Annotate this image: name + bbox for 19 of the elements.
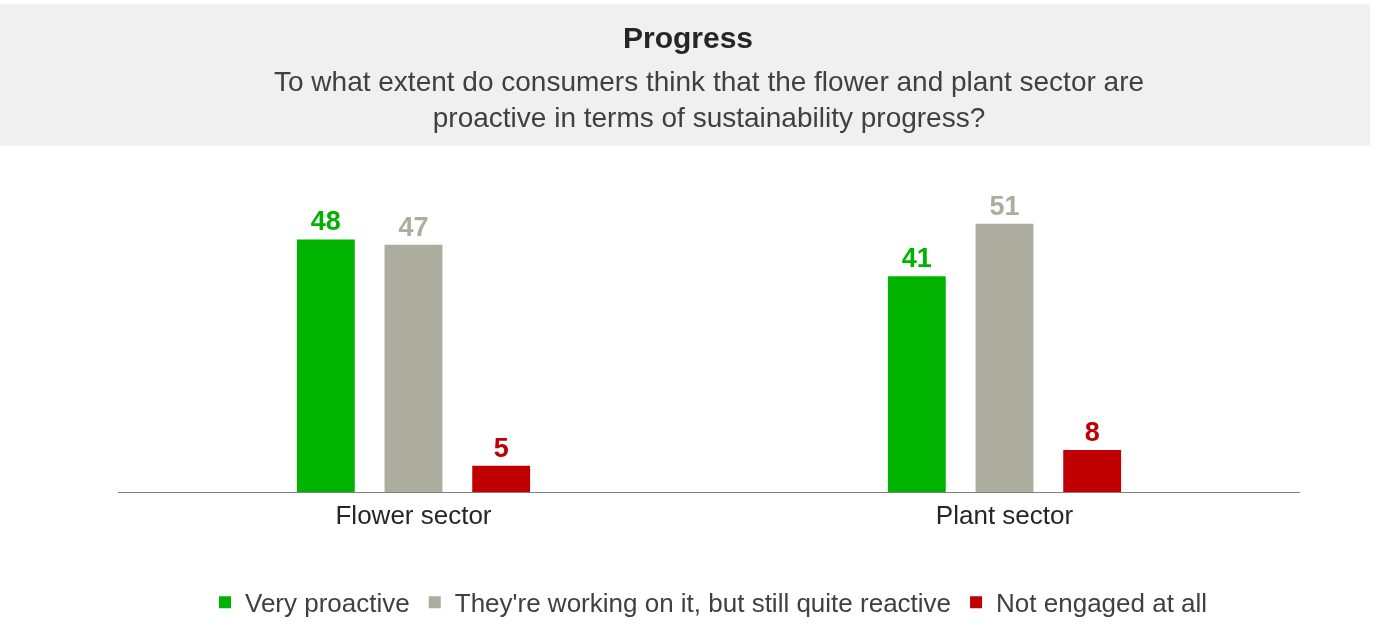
chart-subtitle: To what extent do consumers think that the flower and plant sector are proactive in terms of sustainability progress? [274,66,1145,134]
legend-label: Not engaged at all [996,588,1208,619]
bar [1063,449,1122,492]
bar [296,239,355,492]
data-label: 41 [901,243,932,274]
legend-label: They're working on it, but still quite reactive [454,588,952,619]
data-label: 51 [989,190,1020,221]
x-tick-label: Flower sector [335,500,492,531]
data-label: 47 [398,211,429,242]
data-label: 5 [493,432,509,463]
chart-title: Progress [622,20,754,54]
bar [975,223,1034,492]
x-tick-label: Plant sector [935,500,1074,531]
bar [384,244,443,492]
legend-label: Very proactive [245,588,410,619]
data-label: 8 [1084,416,1100,447]
bar [472,465,531,492]
bar [887,276,946,492]
data-label: 48 [310,206,341,237]
